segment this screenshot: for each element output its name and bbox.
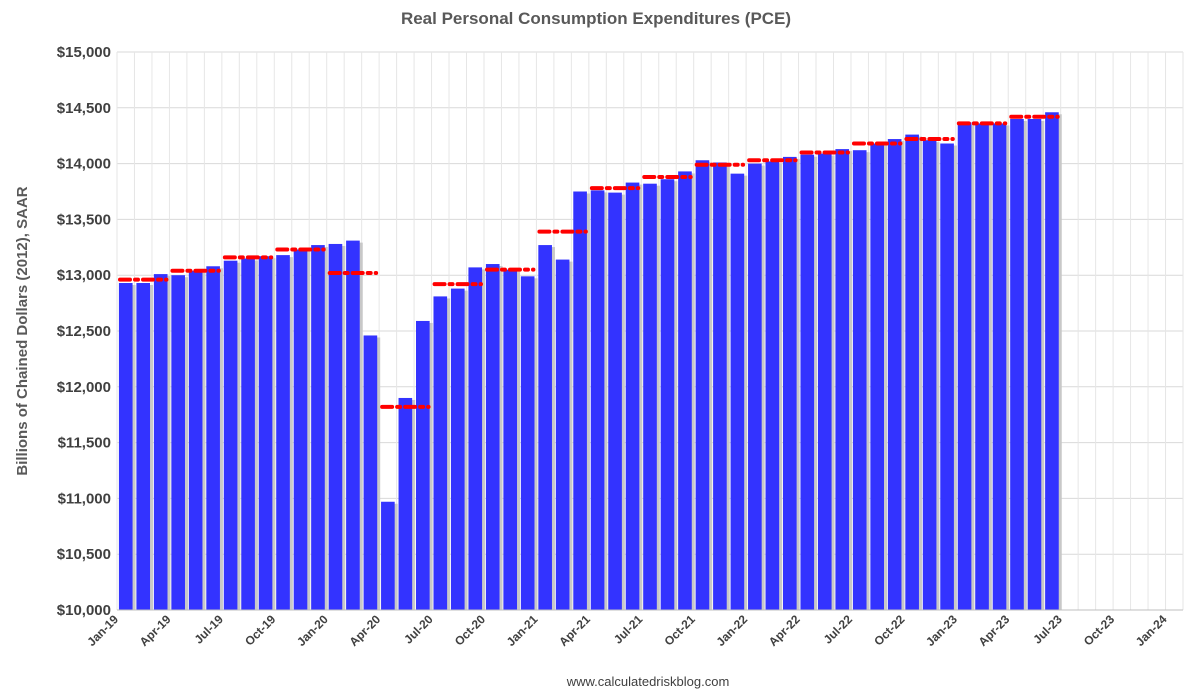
y-tick-label: $13,000	[57, 267, 111, 284]
y-tick-label: $10,500	[57, 546, 111, 563]
bar	[660, 179, 675, 610]
bar	[293, 249, 308, 611]
y-tick-label: $12,500	[57, 323, 111, 340]
x-tick-label: Oct-22	[871, 612, 908, 649]
quarterly-average-lines	[118, 114, 1060, 409]
x-tick-label: Jan-22	[713, 612, 750, 649]
bar	[398, 397, 413, 610]
y-tick-label: $15,000	[57, 44, 111, 61]
x-tick-label: Jan-20	[294, 612, 331, 649]
bar	[713, 162, 727, 610]
bar	[381, 501, 395, 610]
bar	[136, 283, 151, 610]
x-tick-label: Jul-22	[821, 612, 856, 647]
bar	[678, 171, 692, 611]
bar	[468, 267, 483, 610]
x-tick-label: Jul-19	[192, 612, 227, 647]
bar	[975, 123, 989, 610]
bar	[346, 240, 360, 610]
bar	[416, 320, 430, 610]
bar	[503, 269, 518, 610]
bar	[223, 260, 238, 610]
bar	[695, 160, 710, 610]
bar	[992, 123, 1007, 610]
bar	[887, 139, 902, 610]
bar	[276, 255, 290, 610]
bar	[590, 190, 605, 610]
bar	[817, 153, 832, 610]
x-tick-label: Jan-24	[1133, 612, 1170, 649]
y-axis-label: Billions of Chained Dollars (2012), SAAR	[14, 186, 31, 475]
y-tick-label: $10,000	[57, 602, 111, 619]
x-tick-label: Apr-22	[766, 612, 803, 649]
bar	[188, 270, 203, 610]
y-tick-label: $14,000	[57, 156, 111, 173]
bar	[450, 288, 465, 610]
bar	[748, 163, 762, 610]
bar	[835, 149, 850, 611]
bar	[206, 266, 220, 610]
bar	[625, 182, 640, 610]
bar	[765, 161, 780, 611]
x-tick-label: Jul-23	[1030, 612, 1065, 647]
y-tick-label: $12,000	[57, 379, 111, 396]
bar	[311, 245, 325, 610]
bar	[241, 258, 255, 610]
bar	[940, 143, 954, 610]
x-tick-label: Jul-21	[611, 612, 646, 647]
bar	[573, 191, 587, 610]
bar	[1045, 112, 1059, 610]
x-tick-label: Apr-21	[556, 612, 593, 649]
bar	[118, 283, 133, 610]
x-tick-label: Apr-23	[976, 612, 1013, 649]
bar	[852, 150, 867, 610]
y-axis-ticks: $10,000 $10,500 $11,000 $11,500 $12,000 $12,5…	[57, 44, 111, 619]
bar	[538, 245, 552, 610]
y-tick-label: $14,500	[57, 100, 111, 117]
bar	[328, 243, 343, 610]
x-tick-label: Jul-20	[401, 612, 436, 647]
x-tick-label: Jan-21	[504, 612, 541, 649]
bar	[433, 296, 448, 610]
bar	[608, 192, 622, 610]
bar	[485, 264, 500, 610]
bar	[730, 173, 745, 611]
bar	[258, 256, 273, 610]
bar	[171, 275, 185, 610]
x-tick-label: Oct-19	[242, 612, 279, 649]
bar	[643, 183, 657, 611]
bar	[922, 140, 937, 610]
source-credit: www.calculatedriskblog.com	[566, 674, 730, 689]
bar	[782, 156, 797, 611]
x-tick-label: Oct-20	[452, 612, 489, 649]
bar	[870, 143, 884, 610]
y-tick-label: $11,500	[58, 435, 111, 452]
x-tick-label: Jan-23	[923, 612, 960, 649]
bar	[153, 274, 168, 610]
bar	[1010, 118, 1024, 611]
bar	[555, 259, 570, 610]
bar	[363, 335, 378, 610]
y-tick-label: $11,000	[58, 490, 111, 507]
y-tick-label: $13,500	[57, 211, 111, 228]
x-tick-label: Apr-20	[346, 612, 383, 649]
monthly-bars	[118, 112, 1062, 611]
bar	[800, 154, 815, 610]
x-tick-label: Oct-23	[1081, 612, 1118, 649]
bar	[957, 122, 972, 611]
x-tick-label: Oct-21	[661, 612, 698, 649]
bar	[1027, 118, 1042, 611]
x-tick-label: Apr-19	[137, 612, 174, 649]
x-axis-ticks: Jan-19 Apr-19 Jul-19 Oct-19 Jan-20 Apr-20 Jul-…	[84, 612, 1170, 649]
bar	[905, 134, 919, 611]
bar	[520, 276, 535, 610]
chart-title: Real Personal Consumption Expenditures (…	[401, 9, 791, 28]
